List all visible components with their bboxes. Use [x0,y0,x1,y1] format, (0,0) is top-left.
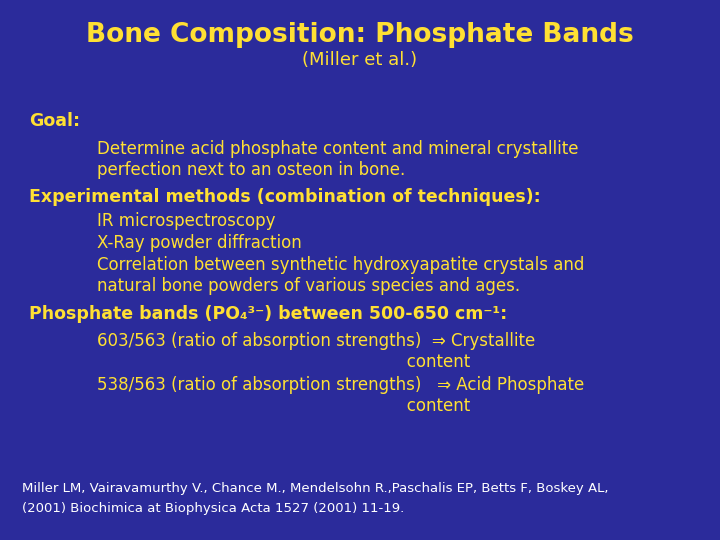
Text: content: content [97,353,470,371]
Text: 538/563 (ratio of absorption strengths)   ⇒ Acid Phosphate: 538/563 (ratio of absorption strengths) … [97,376,585,394]
Text: Miller LM, Vairavamurthy V., Chance M., Mendelsohn R.,Paschalis EP, Betts F, Bos: Miller LM, Vairavamurthy V., Chance M., … [22,482,608,495]
Text: 603/563 (ratio of absorption strengths)  ⇒ Crystallite: 603/563 (ratio of absorption strengths) … [97,332,536,350]
Text: content: content [97,397,470,415]
Text: X-Ray powder diffraction: X-Ray powder diffraction [97,234,302,252]
Text: IR microspectroscopy: IR microspectroscopy [97,212,276,231]
Text: perfection next to an osteon in bone.: perfection next to an osteon in bone. [97,161,405,179]
Text: natural bone powders of various species and ages.: natural bone powders of various species … [97,277,521,295]
Text: Determine acid phosphate content and mineral crystallite: Determine acid phosphate content and min… [97,139,579,158]
Text: Correlation between synthetic hydroxyapatite crystals and: Correlation between synthetic hydroxyapa… [97,255,585,274]
Text: Experimental methods (combination of techniques):: Experimental methods (combination of tec… [29,188,541,206]
Text: (Miller et al.): (Miller et al.) [302,51,418,70]
Text: Goal:: Goal: [29,112,80,131]
Text: Phosphate bands (PO₄³⁻) between 500-650 cm⁻¹:: Phosphate bands (PO₄³⁻) between 500-650 … [29,305,507,323]
Text: (2001) Biochimica at Biophysica Acta 1527 (2001) 11-19.: (2001) Biochimica at Biophysica Acta 152… [22,502,404,515]
Text: Bone Composition: Phosphate Bands: Bone Composition: Phosphate Bands [86,22,634,48]
